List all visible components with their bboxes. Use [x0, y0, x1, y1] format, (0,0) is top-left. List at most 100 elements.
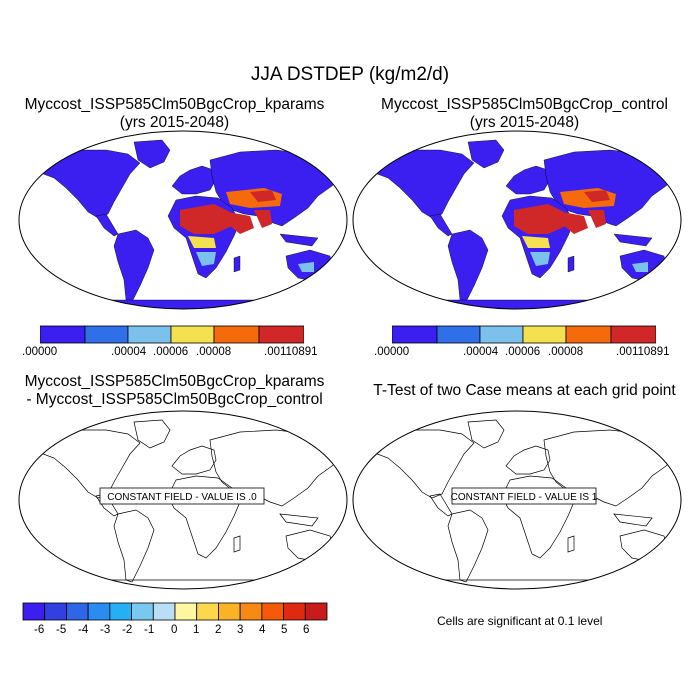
panel3-title-line1: Myccost_ISSP585Clm50BgcCrop_kparams — [24, 373, 325, 390]
africa-outline — [501, 475, 575, 559]
panel3-title-line2: - Myccost_ISSP585Clm50BgcCrop_control — [26, 391, 323, 408]
panel3-cb-label-7: 1 — [193, 624, 200, 636]
panel2-cb-label-3: .00008 — [548, 346, 584, 358]
colorbar-box-4 — [565, 325, 612, 344]
panel4-field-box — [451, 487, 597, 505]
south-america — [447, 229, 489, 303]
panel2-cb-label-4: .00110891 — [616, 346, 670, 358]
panel1-title: Myccost_ISSP585Clm50BgcCrop_kparams (yrs… — [2, 96, 347, 132]
greenland-outline — [133, 419, 171, 449]
panel1-cb-label-4: .00110891 — [264, 346, 318, 358]
panel3-field-box — [99, 487, 265, 505]
colorbar-box-2 — [66, 602, 89, 621]
colorbar-box-5 — [610, 325, 656, 344]
panel3-map-border — [18, 410, 348, 590]
panel1-cb-label-3: .00008 — [196, 346, 232, 358]
panel2-land — [353, 139, 681, 309]
north-america-outline — [359, 429, 475, 499]
colorbar-box-1 — [44, 602, 67, 621]
panel3-cb-label-8: 2 — [215, 624, 222, 636]
colorbar-box-6 — [152, 602, 176, 621]
africa-outline — [167, 475, 241, 559]
colorbar-box-4 — [213, 325, 260, 344]
panel3-cb-label-1: -5 — [56, 624, 67, 636]
colorbar-box-12 — [283, 602, 306, 621]
colorbar-box-0 — [392, 325, 438, 344]
indonesia — [279, 233, 319, 247]
colorbar-box-11 — [261, 602, 284, 621]
panel2-map — [352, 130, 682, 310]
australia-lightblue — [298, 262, 314, 272]
panel3-colorbar — [22, 602, 328, 621]
colorbar-box-2 — [127, 325, 172, 344]
africa-yellow — [188, 236, 216, 248]
gobi-red — [584, 190, 610, 202]
panel3-cb-label-0: -6 — [34, 624, 45, 636]
colorbar-box-4 — [109, 602, 132, 621]
panel4-map: CONSTANT FIELD - VALUE IS 1 — [352, 410, 682, 590]
central-america — [429, 213, 453, 237]
panel3-cb-label-9: 3 — [237, 624, 244, 636]
panel3-cb-label-5: -1 — [144, 624, 155, 636]
europe-outline — [505, 445, 551, 475]
colorbar-box-1 — [84, 325, 129, 344]
panel2-title-line2: (yrs 2015-2048) — [469, 114, 580, 131]
panel2-cb-label-0: .00000 — [374, 346, 410, 358]
colorbar-box-7 — [174, 602, 198, 621]
indonesia — [613, 233, 653, 247]
colorbar-box-8 — [196, 602, 219, 621]
sahara-hot — [514, 204, 566, 234]
africa-lightblue — [530, 252, 550, 266]
panel4-title: T-Test of two Case means at each grid po… — [352, 382, 697, 400]
panel1-title-line1: Myccost_ISSP585Clm50BgcCrop_kparams — [24, 96, 325, 113]
colorbar-box-5 — [131, 602, 154, 621]
panel4-map-border — [352, 410, 682, 590]
north-america-outline — [25, 429, 141, 499]
panel3-title: Myccost_ISSP585Clm50BgcCrop_kparams - My… — [2, 373, 347, 409]
north-america — [359, 149, 475, 219]
panel4-coastlines — [353, 419, 681, 589]
panel1-cb-label-2: .00006 — [153, 346, 189, 358]
indonesia-outline — [279, 513, 319, 527]
australia-outline — [619, 529, 669, 563]
colorbar-box-0 — [22, 602, 46, 621]
panel3-cb-label-12: 6 — [303, 624, 310, 636]
central-america — [95, 213, 119, 237]
madagascar — [567, 255, 575, 273]
madagascar-outline — [567, 535, 575, 553]
colorbar-box-3 — [522, 325, 567, 344]
panel1-map-border — [18, 130, 348, 310]
panel4-note: Cells are significant at 0.1 level — [437, 614, 603, 628]
greenland-outline — [467, 419, 505, 449]
greenland — [133, 139, 171, 169]
panel3-map: CONSTANT FIELD - VALUE IS .0 — [18, 410, 348, 590]
africa-yellow — [522, 236, 550, 248]
europe — [505, 165, 551, 195]
greenland — [467, 139, 505, 169]
colorbar-box-3 — [170, 325, 215, 344]
panel2-title-line1: Myccost_ISSP585Clm50BgcCrop_control — [381, 96, 668, 113]
colorbar-box-0 — [40, 325, 86, 344]
madagascar — [233, 255, 241, 273]
australia-outline — [285, 529, 335, 563]
africa-lightblue — [196, 252, 216, 266]
south-america-outline — [113, 509, 155, 583]
panel3-field-label: CONSTANT FIELD - VALUE IS .0 — [107, 492, 257, 503]
panel1-land — [19, 139, 347, 309]
panel2-map-border — [352, 130, 682, 310]
gobi-red — [250, 190, 276, 202]
panel3-cb-label-6: 0 — [171, 624, 178, 636]
antarctica-outline — [353, 579, 681, 589]
figure-title: JJA DSTDEP (kg/m2/d) — [250, 64, 450, 85]
arabia-hot — [228, 212, 254, 234]
panel3-cb-label-2: -4 — [78, 624, 89, 636]
panel3-cb-label-10: 4 — [259, 624, 266, 636]
panel1-map — [18, 130, 348, 310]
panel3-cb-label-4: -2 — [122, 624, 133, 636]
madagascar-outline — [233, 535, 241, 553]
panel3-cb-label-11: 5 — [281, 624, 288, 636]
panel2-cb-label-1: .00004 — [463, 346, 499, 358]
europe-outline — [171, 445, 217, 475]
india-hot — [588, 210, 606, 228]
panel4-field-label: CONSTANT FIELD - VALUE IS 1 — [451, 492, 598, 503]
